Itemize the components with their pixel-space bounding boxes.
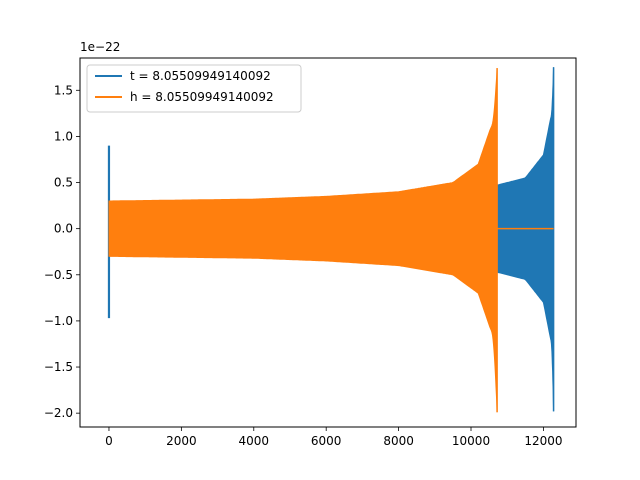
x-tick-label: 12000 <box>524 434 562 448</box>
y-tick-label: −1.5 <box>44 360 73 374</box>
x-tick-label: 6000 <box>311 434 342 448</box>
y-tick-label: 0.5 <box>54 176 73 190</box>
x-tick-label: 8000 <box>383 434 414 448</box>
x-axis: 0 2000 4000 6000 8000 10000 12000 <box>105 427 563 448</box>
legend-label-h: h = 8.05509949140092 <box>130 90 274 104</box>
y-tick-label: −1.0 <box>44 314 73 328</box>
legend-label-t: t = 8.05509949140092 <box>130 69 271 83</box>
legend: t = 8.05509949140092 h = 8.0550994914009… <box>86 64 302 113</box>
x-tick-label: 4000 <box>239 434 270 448</box>
x-tick-label: 0 <box>105 434 113 448</box>
y-axis: −2.0 −1.5 −1.0 −0.5 0.0 0.5 1.0 1.5 <box>44 83 80 420</box>
y-offset-label: 1e−22 <box>80 40 120 54</box>
axes-frame <box>79 57 577 428</box>
x-tick-label: 10000 <box>452 434 490 448</box>
series-group <box>107 67 555 413</box>
x-tick-label: 2000 <box>166 434 197 448</box>
legend-frame <box>86 64 302 113</box>
y-tick-label: −0.5 <box>44 268 73 282</box>
y-tick-label: −2.0 <box>44 406 73 420</box>
plot-area <box>79 57 577 428</box>
y-tick-label: 1.5 <box>54 83 73 97</box>
y-tick-label: 0.0 <box>54 222 73 236</box>
y-tick-label: 1.0 <box>54 129 73 143</box>
